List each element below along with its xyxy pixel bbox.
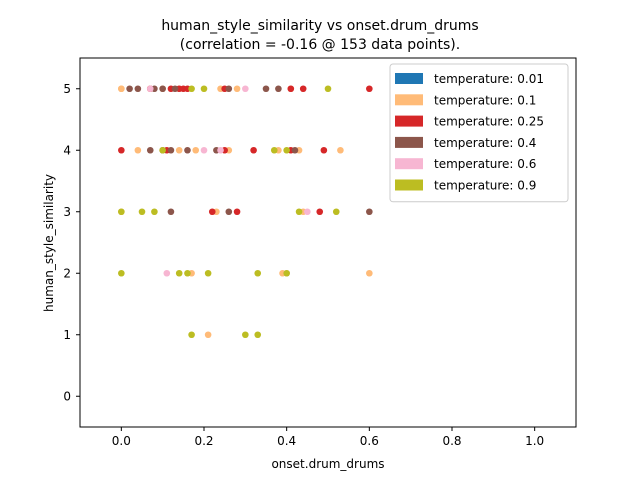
data-point bbox=[337, 146, 344, 154]
data-point bbox=[299, 85, 307, 93]
data-point bbox=[324, 85, 332, 93]
data-point bbox=[118, 146, 125, 154]
data-point bbox=[167, 208, 175, 216]
data-point bbox=[250, 146, 257, 154]
y-tick-label: 4 bbox=[63, 143, 71, 157]
legend-swatch bbox=[395, 158, 423, 170]
data-point bbox=[208, 208, 216, 216]
data-point bbox=[270, 146, 278, 154]
data-point bbox=[204, 331, 212, 339]
points-layer bbox=[118, 85, 373, 339]
data-point bbox=[254, 331, 262, 339]
x-tick-label: 0.6 bbox=[360, 434, 379, 448]
data-point bbox=[151, 208, 158, 216]
data-point bbox=[159, 146, 166, 154]
legend-swatch bbox=[395, 136, 423, 148]
data-point bbox=[225, 208, 233, 216]
legend-label: temperature: 0.9 bbox=[434, 179, 536, 193]
x-axis-ticks: 0.0 0.2 0.4 0.6 0.8 1.0 bbox=[112, 427, 544, 448]
data-point bbox=[200, 85, 208, 93]
legend-swatch bbox=[395, 179, 423, 191]
y-tick-label: 2 bbox=[63, 266, 71, 280]
data-point bbox=[233, 208, 241, 216]
legend: temperature: 0.01 temperature: 0.1 tempera… bbox=[389, 63, 569, 203]
x-tick-label: 0.4 bbox=[277, 434, 296, 448]
data-point bbox=[171, 85, 179, 93]
data-point bbox=[320, 146, 328, 154]
data-point bbox=[204, 269, 212, 277]
data-point bbox=[175, 269, 183, 277]
y-axis-label: human_style_similarity bbox=[42, 174, 56, 312]
x-axis-label: onset.drum_drums bbox=[271, 457, 384, 471]
legend-label: temperature: 0.01 bbox=[434, 72, 544, 86]
data-point bbox=[366, 85, 373, 93]
legend-box bbox=[389, 63, 569, 203]
data-point bbox=[304, 208, 311, 216]
data-point bbox=[118, 85, 125, 93]
data-point bbox=[118, 208, 125, 216]
data-point bbox=[254, 269, 262, 277]
data-point bbox=[200, 146, 208, 154]
data-point bbox=[146, 85, 154, 93]
data-point bbox=[316, 208, 324, 216]
legend-swatch bbox=[395, 115, 423, 127]
chart-subtitle: (correlation = -0.16 @ 153 data points). bbox=[180, 37, 460, 53]
data-point bbox=[291, 146, 299, 154]
data-point bbox=[262, 85, 270, 93]
data-point bbox=[184, 269, 191, 277]
legend-label: temperature: 0.6 bbox=[434, 157, 536, 171]
data-point bbox=[275, 85, 282, 93]
data-point bbox=[295, 208, 303, 216]
data-point bbox=[332, 208, 340, 216]
data-point bbox=[192, 146, 200, 154]
data-point bbox=[184, 146, 191, 154]
y-axis-ticks: 0 1 2 3 4 5 bbox=[63, 82, 80, 403]
legend-swatch bbox=[395, 94, 423, 106]
y-tick-label: 0 bbox=[63, 389, 71, 403]
data-point bbox=[188, 85, 195, 93]
data-point bbox=[233, 85, 241, 93]
data-point bbox=[175, 146, 183, 154]
data-point bbox=[287, 85, 295, 93]
data-point bbox=[138, 208, 146, 216]
data-point bbox=[283, 146, 290, 154]
legend-label: temperature: 0.25 bbox=[434, 115, 544, 129]
data-point bbox=[217, 146, 224, 154]
x-tick-label: 0.0 bbox=[112, 434, 131, 448]
data-point bbox=[188, 331, 195, 339]
data-point bbox=[146, 146, 154, 154]
data-point bbox=[163, 269, 171, 277]
x-tick-label: 0.8 bbox=[442, 434, 461, 448]
data-point bbox=[118, 269, 125, 277]
data-point bbox=[225, 85, 233, 93]
data-point bbox=[366, 269, 373, 277]
data-point bbox=[126, 85, 133, 93]
data-point bbox=[366, 208, 373, 216]
y-tick-label: 1 bbox=[63, 328, 71, 342]
legend-swatch bbox=[395, 73, 423, 84]
x-tick-label: 0.2 bbox=[194, 434, 213, 448]
data-point bbox=[159, 85, 166, 93]
data-point bbox=[167, 146, 175, 154]
legend-label: temperature: 0.1 bbox=[434, 93, 536, 107]
data-point bbox=[283, 269, 290, 277]
data-point bbox=[134, 146, 142, 154]
chart-title: human_style_similarity vs onset.drum_dru… bbox=[161, 18, 478, 34]
y-tick-label: 3 bbox=[63, 205, 71, 219]
y-tick-label: 5 bbox=[63, 82, 71, 96]
x-tick-label: 1.0 bbox=[525, 434, 544, 448]
data-point bbox=[242, 331, 249, 339]
plot-frame bbox=[79, 57, 577, 428]
data-point bbox=[134, 85, 142, 93]
legend-label: temperature: 0.4 bbox=[434, 136, 536, 150]
data-point bbox=[242, 85, 249, 93]
